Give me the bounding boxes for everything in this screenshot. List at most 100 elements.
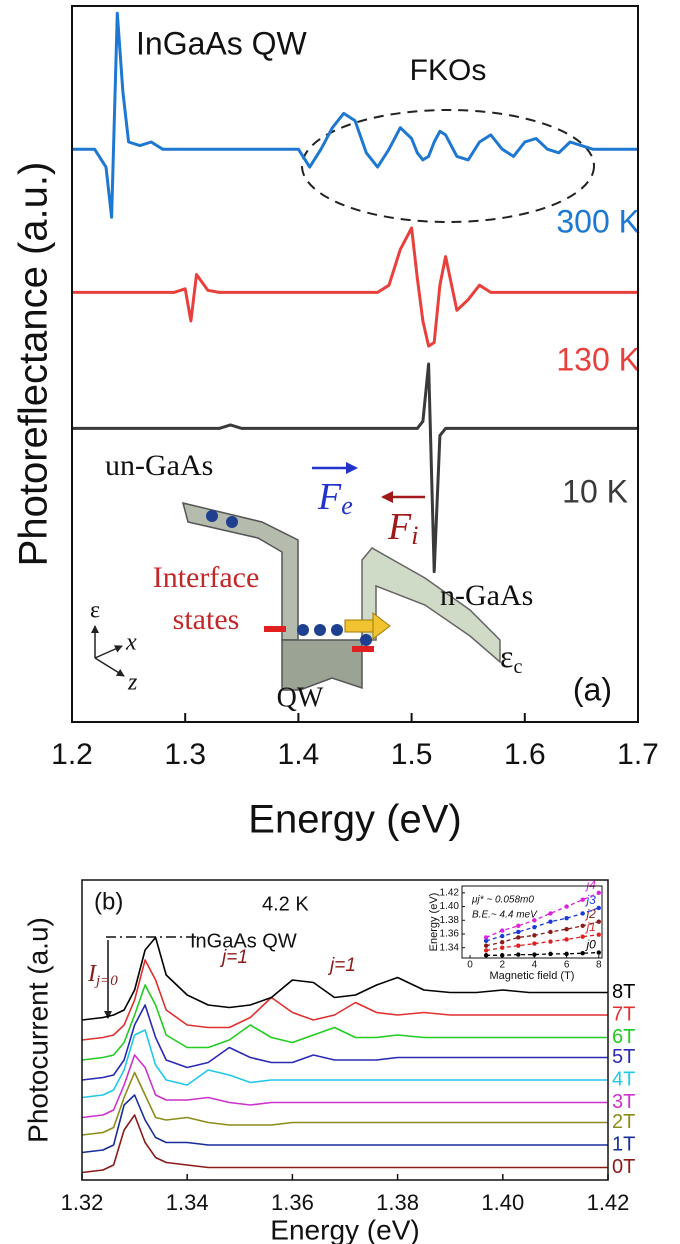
x-tick-label: 6 bbox=[564, 960, 570, 971]
data-point bbox=[596, 890, 601, 896]
plot-frame bbox=[71, 5, 639, 723]
annotation: (a) bbox=[573, 671, 612, 707]
annotation: InGaAs QW bbox=[136, 25, 308, 61]
spectrum-line bbox=[72, 362, 638, 574]
y-tick-label: 1.42 bbox=[440, 887, 460, 898]
band-diagram: un-GaAs Interface states n-GaAs QW εc Fe… bbox=[90, 449, 533, 714]
plot-frame bbox=[81, 879, 609, 1181]
x-tick-label: 8 bbox=[596, 960, 602, 971]
x-tick-label: 1.5 bbox=[391, 738, 433, 771]
y-axis-title: Photoreflectance (a.u.) bbox=[12, 162, 56, 567]
data-point bbox=[516, 952, 521, 957]
spectrum-line bbox=[81, 1004, 608, 1081]
annotation: j=1 bbox=[327, 955, 356, 976]
data-point bbox=[532, 941, 537, 946]
interface-state bbox=[264, 626, 286, 632]
series-label: 300 K bbox=[556, 203, 640, 239]
transfer-arrow-body bbox=[344, 619, 374, 633]
n-gaas-slab bbox=[361, 547, 501, 664]
subscript: c bbox=[513, 656, 522, 678]
series-label: j3 bbox=[584, 893, 596, 907]
symbol: F bbox=[387, 506, 412, 548]
annotation: j=1 bbox=[219, 947, 248, 968]
annotation: B.E.~ 4.4 meV bbox=[472, 910, 538, 921]
series-label: 10 K bbox=[562, 473, 628, 509]
data-point bbox=[516, 943, 521, 948]
x-tick-label: 4 bbox=[532, 960, 538, 971]
label-interface: Interface bbox=[153, 561, 260, 594]
axis-label: x bbox=[125, 630, 137, 656]
series-label: j2 bbox=[584, 907, 596, 921]
symbol: F bbox=[317, 476, 342, 518]
data-point bbox=[564, 937, 569, 942]
y-tick-label: 1.38 bbox=[440, 915, 460, 926]
spectrum-line bbox=[81, 1054, 608, 1119]
fit-line bbox=[485, 921, 599, 947]
y-axis-title: Photocurrent (a.u) bbox=[22, 917, 53, 1143]
data-point bbox=[564, 927, 569, 932]
label-n-gaas: n-GaAs bbox=[440, 579, 533, 612]
data-point bbox=[500, 933, 505, 939]
axis-label: ε bbox=[90, 598, 100, 624]
data-point bbox=[483, 953, 489, 958]
y-tick-label: 1.40 bbox=[440, 901, 460, 912]
symbol: I bbox=[87, 961, 97, 987]
fit-line bbox=[485, 907, 600, 942]
axis-arrow bbox=[94, 645, 123, 659]
series-label: 1T bbox=[612, 1133, 635, 1155]
series-label: j0 bbox=[584, 938, 596, 952]
plot-frame bbox=[461, 885, 603, 959]
x-tick-label: 1.6 bbox=[504, 738, 546, 771]
spectrum-line bbox=[72, 11, 638, 219]
electron bbox=[360, 634, 372, 646]
x-tick-label: 1.38 bbox=[376, 1190, 419, 1215]
x-tick-label: 0 bbox=[467, 960, 473, 971]
label-qw: QW bbox=[277, 682, 324, 713]
data-point bbox=[516, 923, 521, 928]
y-axis-title: Energy (eV) bbox=[428, 893, 440, 952]
data-point bbox=[548, 911, 553, 916]
annotation: FKOs bbox=[410, 54, 487, 87]
x-tick-label: 1.2 bbox=[51, 738, 93, 771]
data-point bbox=[532, 924, 537, 930]
interface-state bbox=[352, 646, 374, 652]
data-point bbox=[564, 951, 569, 957]
data-point bbox=[548, 929, 553, 935]
x-axis-title: Magnetic field (T) bbox=[490, 970, 575, 982]
data-point bbox=[580, 951, 585, 956]
x-tick-label: 1.40 bbox=[481, 1190, 524, 1215]
label-un-gaas: un-GaAs bbox=[105, 449, 213, 482]
annotation: μj* ~ 0.058m0 bbox=[471, 895, 534, 906]
series-label: 0T bbox=[612, 1156, 635, 1178]
symbol: ε bbox=[500, 638, 513, 674]
peak-label: Ij=0 bbox=[87, 961, 118, 990]
x-axis-title: Energy (eV) bbox=[270, 1214, 419, 1244]
data-point bbox=[548, 951, 553, 957]
data-point bbox=[516, 935, 521, 940]
data-point bbox=[596, 919, 601, 924]
data-point bbox=[596, 905, 601, 911]
data-point bbox=[532, 918, 537, 923]
series-label: 3T bbox=[612, 1091, 635, 1113]
x-axis-title: Energy (eV) bbox=[248, 798, 461, 842]
data-point bbox=[564, 904, 569, 909]
data-point bbox=[532, 952, 537, 957]
fit-line bbox=[485, 934, 599, 952]
data-point bbox=[500, 928, 505, 933]
electron bbox=[314, 624, 326, 636]
label-field-e: Fe bbox=[317, 476, 353, 520]
data-point bbox=[580, 934, 585, 939]
data-point bbox=[548, 939, 553, 944]
transfer-arrow-head bbox=[372, 611, 391, 641]
data-point bbox=[580, 911, 585, 916]
x-tick-label: 1.34 bbox=[166, 1190, 209, 1215]
data-point bbox=[516, 929, 521, 935]
data-point bbox=[596, 950, 601, 955]
electron bbox=[206, 510, 218, 522]
axis-label: z bbox=[127, 670, 138, 696]
subscript: j=0 bbox=[94, 973, 118, 989]
annotation: InGaAs QW bbox=[190, 930, 297, 952]
series-label: j4 bbox=[584, 878, 596, 892]
spectrum-line bbox=[81, 1029, 608, 1099]
